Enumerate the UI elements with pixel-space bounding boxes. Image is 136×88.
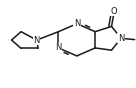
Text: N: N [118,34,124,43]
Text: N: N [74,19,80,28]
Text: N: N [55,43,62,52]
Text: N: N [34,36,40,45]
Text: O: O [111,7,118,16]
